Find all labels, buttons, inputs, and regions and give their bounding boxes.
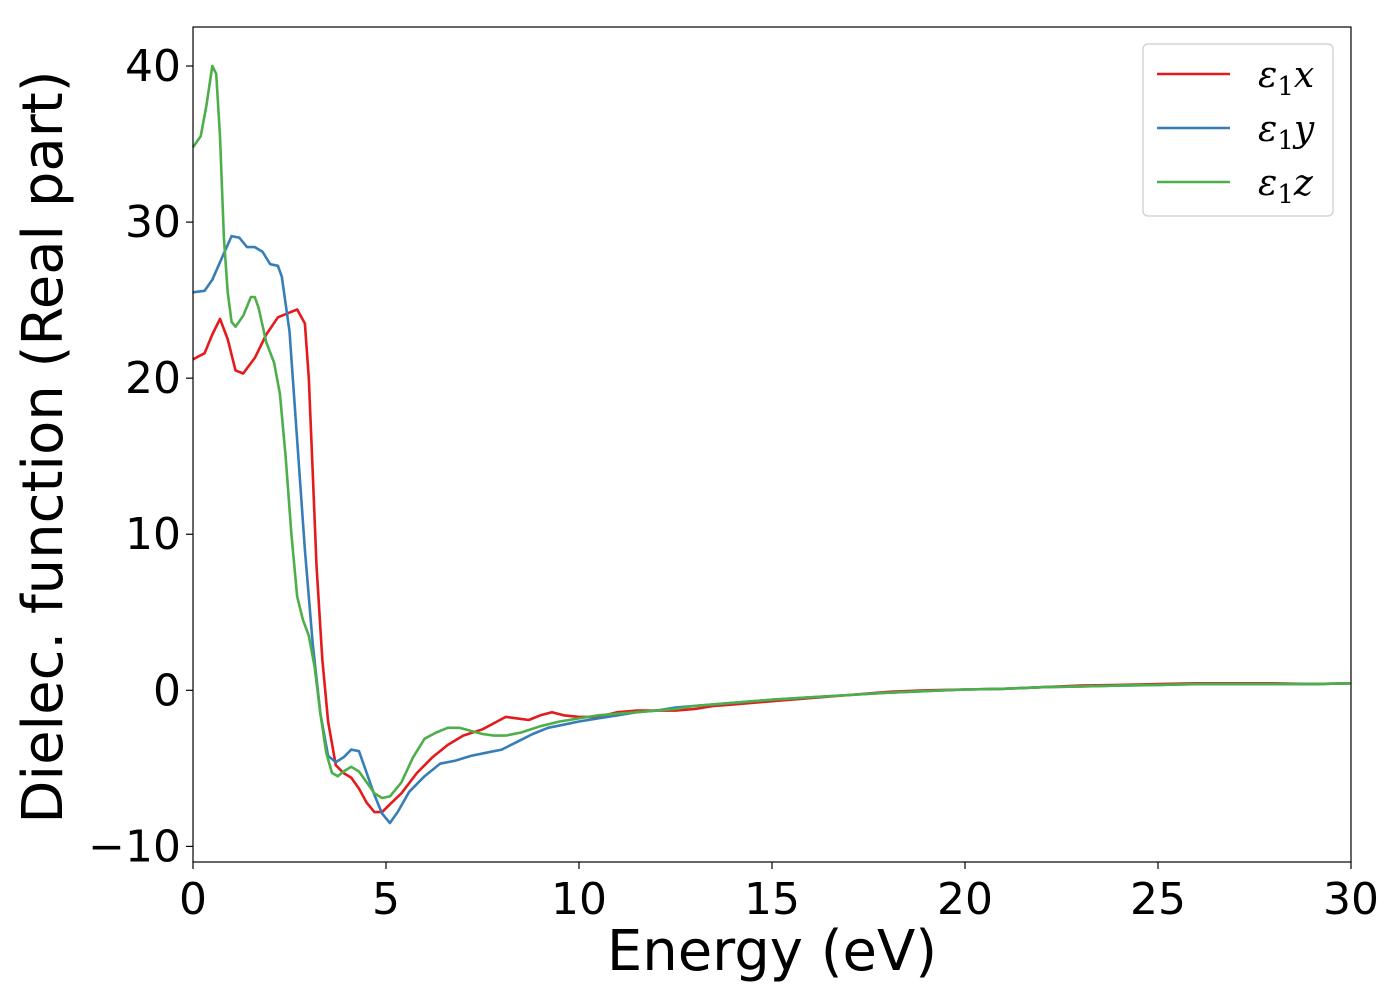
series-line-y (192, 234, 1352, 825)
y-tick-label: 40 (125, 41, 181, 92)
legend: ε1x ε1y ε1z (1142, 43, 1334, 217)
x-tick-label: 5 (372, 874, 400, 925)
x-tick-label: 25 (1130, 874, 1186, 925)
series-layer (191, 64, 1352, 825)
legend-label-x: ε1x (1258, 55, 1314, 102)
y-tick-label: 10 (125, 509, 181, 560)
legend-box (1142, 43, 1334, 217)
x-axis-title: Energy (eV) (607, 919, 937, 984)
x-tick-label: 30 (1323, 874, 1379, 925)
y-tick-label: 30 (125, 197, 181, 248)
series-line-z (191, 64, 1352, 800)
legend-label-y: ε1y (1258, 109, 1315, 156)
x-tick-label: 15 (744, 874, 800, 925)
x-tick-label: 10 (551, 874, 607, 925)
x-tick-label: 20 (937, 874, 993, 925)
y-tick-label: 20 (125, 353, 181, 404)
legend-label-z: ε1z (1258, 163, 1314, 210)
y-tick-label: −10 (88, 821, 181, 872)
series-line-x (192, 308, 1352, 814)
x-tick-label: 0 (179, 874, 207, 925)
y-axis-title: Dielec. function (Real part) (11, 70, 76, 823)
y-tick-label: 0 (153, 665, 181, 716)
